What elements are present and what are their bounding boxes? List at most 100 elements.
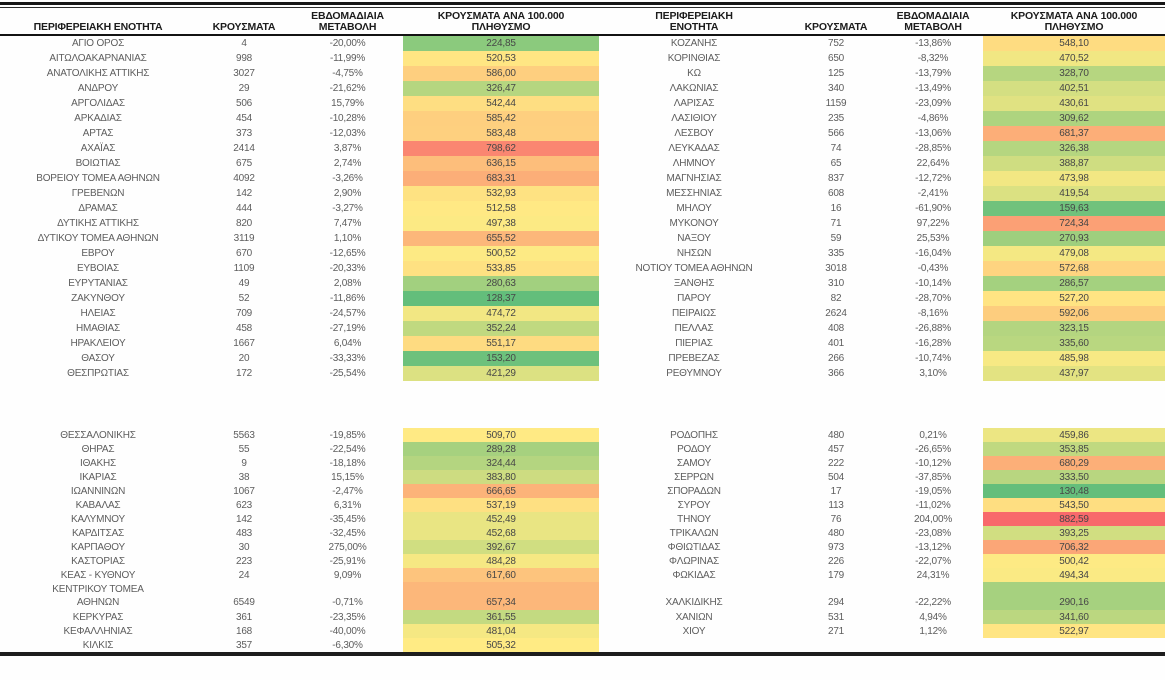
table-row: ΚΕΝΤΡΙΚΟΥ ΤΟΜΕΑ ΑΘΗΝΩΝ 6549 -0,71% 657,3… [0, 582, 599, 610]
cases-per-100k-value: 159,63 [983, 201, 1165, 216]
region-name: ΙΚΑΡΙΑΣ [79, 471, 117, 483]
cases-value: 142 [235, 188, 253, 199]
cases-per-100k-value: 500,42 [983, 554, 1165, 568]
table-row: ΠΑΡΟΥ 82 -28,70% 527,20 [599, 291, 1165, 306]
header-weekly-change: ΕΒΔΟΜΑΔΙΑΙΑ ΜΕΤΑΒΟΛΗ [311, 10, 384, 33]
region-name: ΔΥΤΙΚΟΥ ΤΟΜΕΑ ΑΘΗΝΩΝ [37, 233, 159, 244]
cases-per-100k-value: 361,55 [403, 610, 599, 624]
table-row: ΑΓΙΟ ΟΡΟΣ 4 -20,00% 224,85 [0, 36, 599, 51]
table-row: ΕΥΡΥΤΑΝΙΑΣ 49 2,08% 280,63 [0, 276, 599, 291]
tables-container: ΠΕΡΙΦΕΡΕΙΑΚΗ ΕΝΟΤΗΤΑ ΚΡΟΥΣΜΑΤΑ ΕΒΔΟΜΑΔΙΑ… [0, 8, 1165, 652]
cases-per-100k-value: 470,52 [983, 51, 1165, 66]
weekly-change-value: -32,45% [329, 527, 366, 539]
cases-per-100k-value: 522,97 [983, 624, 1165, 638]
region-name: ΑΙΤΩΛΟΑΚΑΡΝΑΝΙΑΣ [49, 53, 147, 64]
cases-value: 504 [827, 471, 845, 483]
group-gap [599, 381, 1165, 428]
cases-value: 113 [828, 499, 844, 511]
cases-value: 82 [830, 293, 842, 304]
table-row: ΒΟΡΕΙΟΥ ΤΟΜΕΑ ΑΘΗΝΩΝ 4092 -3,26% 683,31 [0, 171, 599, 186]
region-name: ΘΕΣΠΡΩΤΙΑΣ [67, 368, 129, 379]
region-name: ΜΑΓΝΗΣΙΑΣ [666, 173, 722, 184]
cases-per-100k-value: 333,50 [983, 470, 1165, 484]
cases-per-100k-value: 452,68 [403, 526, 599, 540]
weekly-change-value: -23,09% [915, 98, 951, 109]
table-row: ΕΒΡΟΥ 670 -12,65% 500,52 [0, 246, 599, 261]
cases-value: 49 [238, 278, 250, 289]
cases-value: 222 [827, 457, 845, 469]
cases-value: 172 [235, 368, 253, 379]
cases-per-100k-value: 543,50 [983, 498, 1165, 512]
cases-value: 1159 [825, 98, 847, 109]
cases-value: 531 [827, 611, 845, 623]
table-row: ΚΟΖΑΝΗΣ 752 -13,86% 548,10 [599, 36, 1165, 51]
cases-value: 1109 [233, 263, 255, 274]
cases-value: 142 [235, 513, 253, 525]
cases-value: 820 [235, 218, 253, 229]
cases-per-100k-value: 437,97 [983, 366, 1165, 381]
region-name: ΧΑΛΚΙΔΙΚΗΣ [665, 597, 723, 608]
weekly-change-value: 22,64% [916, 158, 950, 169]
region-name: ΛΑΡΙΣΑΣ [673, 98, 715, 109]
region-name: ΦΩΚΙΔΑΣ [672, 569, 716, 581]
left-table: ΠΕΡΙΦΕΡΕΙΑΚΗ ΕΝΟΤΗΤΑ ΚΡΟΥΣΜΑΤΑ ΕΒΔΟΜΑΔΙΑ… [0, 8, 599, 652]
table-row: ΠΕΙΡΑΙΩΣ 2624 -8,16% 592,06 [599, 306, 1165, 321]
cases-per-100k-value: 882,59 [983, 512, 1165, 526]
weekly-change-value: -24,57% [329, 308, 366, 319]
cases-value: 24 [238, 569, 250, 581]
region-name: ΛΕΣΒΟΥ [674, 128, 714, 139]
table-row: ΜΕΣΣΗΝΙΑΣ 608 -2,41% 419,54 [599, 186, 1165, 201]
table-row: ΘΑΣΟΥ 20 -33,33% 153,20 [0, 351, 599, 366]
cases-per-100k-value: 481,04 [403, 624, 599, 638]
cases-value: 4 [241, 38, 247, 49]
region-name: ΚΕΝΤΡΙΚΟΥ ΤΟΜΕΑ ΑΘΗΝΩΝ [52, 584, 144, 608]
weekly-change-value: -61,90% [915, 203, 951, 214]
cases-per-100k-value: 419,54 [983, 186, 1165, 201]
cases-per-100k-value: 430,61 [983, 96, 1165, 111]
weekly-change-value: -13,06% [915, 128, 951, 139]
weekly-change-value: -8,32% [917, 53, 949, 64]
region-name: ΚΩ [687, 68, 701, 79]
cases-value: 454 [235, 113, 253, 124]
cases-value: 271 [827, 625, 845, 637]
weekly-change-value: 7,47% [333, 218, 362, 229]
table-row: ΖΑΚΥΝΘΟΥ 52 -11,86% 128,37 [0, 291, 599, 306]
region-name: ΛΕΥΚΑΔΑΣ [668, 143, 720, 154]
region-name: ΠΡΕΒΕΖΑΣ [668, 353, 720, 364]
table-row: ΘΕΣΠΡΩΤΙΑΣ 172 -25,54% 421,29 [0, 366, 599, 381]
region-name: ΚΑΣΤΟΡΙΑΣ [71, 555, 125, 567]
region-name: ΠΙΕΡΙΑΣ [675, 338, 713, 349]
table-row: ΑΡΚΑΔΙΑΣ 454 -10,28% 585,42 [0, 111, 599, 126]
cases-per-100k-value: 724,34 [983, 216, 1165, 231]
region-name: ΘΕΣΣΑΛΟΝΙΚΗΣ [60, 429, 136, 441]
region-name: ΘΗΡΑΣ [81, 443, 115, 455]
region-name: ΚΟΖΑΝΗΣ [670, 38, 718, 49]
table-row: ΚΩ 125 -13,79% 328,70 [599, 66, 1165, 81]
table-row: ΓΡΕΒΕΝΩΝ 142 2,90% 532,93 [0, 186, 599, 201]
weekly-change-value: -20,33% [329, 263, 366, 274]
table-row: ΜΗΛΟΥ 16 -61,90% 159,63 [599, 201, 1165, 216]
cases-value: 16 [830, 203, 842, 214]
weekly-change-value: 97,22% [916, 218, 950, 229]
cases-value: 55 [238, 443, 250, 455]
cases-value: 3027 [233, 68, 255, 79]
cases-per-100k-value: 706,32 [983, 540, 1165, 554]
cases-value: 608 [827, 188, 845, 199]
cases-value: 20 [238, 353, 250, 364]
cases-per-100k-value: 680,29 [983, 456, 1165, 470]
weekly-change-value: 24,31% [916, 569, 950, 581]
cases-per-100k-value: 289,28 [403, 442, 599, 456]
cases-per-100k-value: 393,25 [983, 526, 1165, 540]
weekly-change-value: -19,05% [915, 485, 951, 497]
cases-value: 623 [235, 499, 253, 511]
table-row: ΠΡΕΒΕΖΑΣ 266 -10,74% 485,98 [599, 351, 1165, 366]
weekly-change-value: -0,43% [917, 263, 949, 274]
right-table-header: ΠΕΡΙΦΕΡΕΙΑΚΗ ΕΝΟΤΗΤΑ ΚΡΟΥΣΜΑΤΑ ΕΒΔΟΜΑΔΙΑ… [599, 8, 1165, 36]
cases-value: 179 [827, 569, 845, 581]
top-rule-thick [0, 2, 1165, 5]
region-name: ΚΟΡΙΝΘΙΑΣ [667, 53, 721, 64]
region-name: ΡΟΔΟΥ [677, 443, 711, 455]
cases-value: 9 [241, 457, 247, 469]
cases-per-100k-value: 505,32 [403, 638, 599, 652]
